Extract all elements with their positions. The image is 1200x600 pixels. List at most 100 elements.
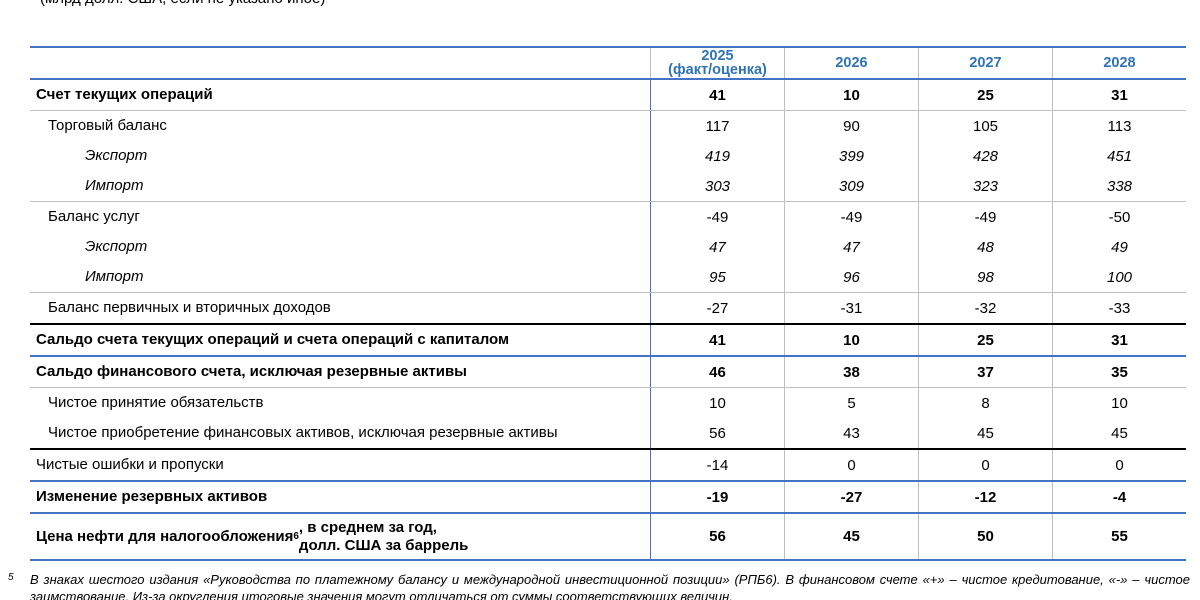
cell-2028: 113 [1052,111,1186,141]
cell-2028: 338 [1052,171,1186,201]
table-row: Экспорт 419 399 428 451 [30,141,1186,171]
cell-2027: 48 [918,232,1052,262]
row-label: Чистое принятие обязательств [48,394,264,412]
cell-2027: -49 [918,202,1052,232]
cell-2028: 10 [1052,388,1186,418]
cell-2025: 303 [650,171,784,201]
row-label: Импорт [85,177,144,195]
cell-2026: 10 [784,325,918,355]
cell-2026: -27 [784,482,918,512]
cell-2026: 0 [784,450,918,480]
header-empty-cell [30,48,650,78]
cell-2025: -27 [650,293,784,323]
cell-2028: 0 [1052,450,1186,480]
cell-2027: 37 [918,357,1052,387]
table-row: Изменение резервных активов -19 -27 -12 -4 [30,480,1186,512]
cell-2028: 55 [1052,514,1186,559]
table-row: Счет текущих операций 41 10 25 31 [30,80,1186,110]
cell-2026: -49 [784,202,918,232]
cell-2027: 25 [918,325,1052,355]
row-label: Счет текущих операций [36,86,213,104]
table-row: Сальдо финансового счета, исключая резер… [30,355,1186,387]
row-label: Сальдо финансового счета, исключая резер… [36,363,467,381]
cell-2026: 5 [784,388,918,418]
cell-2025: 41 [650,325,784,355]
cell-2025: 41 [650,80,784,110]
cell-2026: 45 [784,514,918,559]
cell-2028: 49 [1052,232,1186,262]
cell-2025: 419 [650,141,784,171]
cell-2026: 10 [784,80,918,110]
cell-2025: 56 [650,418,784,448]
cell-2028: 100 [1052,262,1186,292]
cell-2026: 90 [784,111,918,141]
row-label: Цена нефти для налогообложения 6, в средн… [36,519,469,554]
header-year-2027: 2027 [918,48,1052,78]
row-label: Экспорт [85,147,148,165]
row-label: Чистое приобретение финансовых активов, … [48,424,558,442]
cell-2027: -32 [918,293,1052,323]
row-label: Изменение резервных активов [36,488,268,506]
table-caption-clipped: (млрд долл. США, если не указано иное) [40,0,740,9]
cell-2027: 323 [918,171,1052,201]
cell-2028: 31 [1052,325,1186,355]
cell-2027: 45 [918,418,1052,448]
table-row: Торговый баланс 117 90 105 113 [30,110,1186,141]
cell-2027: -12 [918,482,1052,512]
table-row: Баланс первичных и вторичных доходов -27-… [30,292,1186,323]
table-row: Цена нефти для налогообложения 6, в средн… [30,512,1186,559]
footnote: 5 В знаках шестого издания «Руководства … [8,571,1190,600]
row-label: Торговый баланс [48,117,167,135]
cell-2028: 35 [1052,357,1186,387]
table-row: Импорт 95 96 98 100 [30,262,1186,292]
cell-2025: 56 [650,514,784,559]
cell-2027: 428 [918,141,1052,171]
cell-2026: 38 [784,357,918,387]
footnote-text: В знаках шестого издания «Руководства по… [30,572,1190,600]
cell-2028: 451 [1052,141,1186,171]
cell-2028: -33 [1052,293,1186,323]
cell-2027: 25 [918,80,1052,110]
cell-2027: 8 [918,388,1052,418]
table-row: Баланс услуг -49 -49 -49 -50 [30,201,1186,232]
cell-2025: -19 [650,482,784,512]
cell-2026: 47 [784,232,918,262]
cell-2027: 105 [918,111,1052,141]
cell-2028: -4 [1052,482,1186,512]
cell-2026: 309 [784,171,918,201]
cell-2025: -14 [650,450,784,480]
table-row: Чистые ошибки и пропуски -14 0 0 0 [30,448,1186,480]
header-year-2026: 2026 [784,48,918,78]
row-label: Баланс услуг [48,208,140,226]
cell-2025: 117 [650,111,784,141]
row-label: Экспорт [85,238,148,256]
table-row: Импорт 303 309 323 338 [30,171,1186,201]
cell-2026: 399 [784,141,918,171]
cell-2028: 45 [1052,418,1186,448]
table-row: Чистое принятие обязательств 10 5 8 10 [30,387,1186,418]
cell-2028: -50 [1052,202,1186,232]
header-year-2025: 2025 (факт/оценка) [650,48,784,78]
row-label: Баланс первичных и вторичных доходов [48,299,331,317]
table-row: Чистое приобретение финансовых активов, … [30,418,1186,448]
table-row: Экспорт 47 47 48 49 [30,232,1186,262]
header-year-2028: 2028 [1052,48,1186,78]
row-label: Сальдо счета текущих операций и счета оп… [36,331,510,349]
cell-2025: 46 [650,357,784,387]
cell-2026: -31 [784,293,918,323]
caption-text: (млрд долл. США, если не указано иное) [40,0,740,7]
cell-2027: 0 [918,450,1052,480]
row-label: Чистые ошибки и пропуски [36,456,224,474]
cell-2025: 10 [650,388,784,418]
row-label: Импорт [85,268,144,286]
cell-2026: 96 [784,262,918,292]
cell-2028: 31 [1052,80,1186,110]
footnote-marker: 5 [8,572,14,583]
cell-2025: 95 [650,262,784,292]
cell-2025: -49 [650,202,784,232]
table-header-row: 2025 (факт/оценка) 2026 2027 2028 [30,46,1186,80]
table-row: Сальдо счета текущих операций и счета оп… [30,323,1186,355]
cell-2027: 98 [918,262,1052,292]
cell-2027: 50 [918,514,1052,559]
